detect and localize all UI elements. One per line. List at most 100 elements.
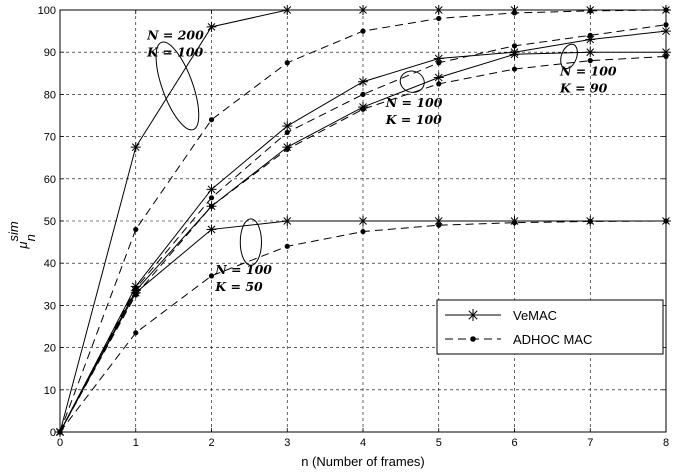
annotation-label: K = 100 [146, 45, 203, 60]
x-tick-label: 3 [284, 437, 290, 449]
annotation-label: K = 100 [385, 112, 442, 127]
y-tick-label: 50 [44, 216, 56, 228]
dot-marker [511, 43, 518, 49]
dot-marker [133, 330, 139, 336]
series-line [59, 24, 667, 433]
annotation: N = 100 K = 90 [559, 43, 617, 95]
annotation: N = 200 K = 100 [146, 28, 204, 131]
star-stroke [434, 54, 443, 63]
y-tick-label: 80 [44, 89, 56, 101]
annotation-ellipse [560, 43, 578, 70]
dot-marker [284, 146, 290, 152]
star-marker [358, 76, 368, 87]
star-stroke [131, 143, 140, 152]
star-stroke [359, 77, 367, 86]
dot-marker [284, 60, 290, 66]
star-marker [358, 216, 368, 226]
star-marker [467, 309, 479, 321]
dot-marker [511, 10, 518, 16]
y-axis-label-sub: n [23, 234, 38, 241]
legend: VeMAC ADHOC MAC [436, 299, 664, 355]
star-stroke [207, 22, 216, 31]
legend-item: ADHOC MAC [445, 332, 592, 347]
x-tick-label: 2 [208, 437, 214, 449]
x-tick-label: 7 [587, 437, 593, 449]
star-stroke [283, 122, 292, 130]
dot-marker [284, 129, 290, 135]
annotation-label: N = 200 [146, 28, 204, 43]
dot-marker [208, 203, 215, 209]
star-marker [206, 224, 217, 235]
legend-label: VeMAC [513, 308, 557, 323]
y-tick-label: 30 [44, 300, 56, 312]
star-stroke [207, 185, 216, 194]
dot-marker [436, 81, 442, 87]
star-marker [206, 21, 217, 32]
dot-marker [511, 66, 518, 72]
dot-marker [208, 117, 215, 123]
annotation-label: N = 100 [559, 63, 617, 78]
y-tick-label: 20 [44, 343, 56, 355]
annotation-ellipse [399, 70, 425, 93]
annotation: N = 100 K = 100 [385, 70, 443, 127]
dot-marker [360, 91, 366, 97]
dot-marker [360, 228, 366, 235]
plot-frame [59, 9, 667, 433]
annotation-label: K = 50 [214, 279, 263, 294]
star-stroke [283, 217, 292, 225]
star-marker [206, 184, 217, 195]
star-marker [282, 121, 293, 132]
y-tick-label: 100 [38, 5, 56, 17]
dot-marker [436, 15, 442, 22]
dot-marker [511, 220, 518, 226]
star-stroke [434, 73, 443, 82]
star-stroke [510, 50, 519, 59]
annotation-ellipse [239, 218, 262, 266]
y-axis-label-base: μ [15, 242, 30, 250]
y-tick-label: 10 [44, 385, 56, 397]
y-tick-label: 40 [44, 258, 56, 270]
y-tick-label: 0 [50, 427, 56, 439]
star-stroke [359, 217, 367, 225]
series-line [59, 55, 667, 433]
star-stroke [434, 217, 443, 225]
dot-marker [284, 243, 290, 249]
dot-marker [436, 222, 442, 228]
dot-marker [587, 218, 593, 225]
dot-marker [208, 273, 215, 279]
legend-box [436, 299, 664, 355]
star-stroke [586, 35, 595, 44]
star-marker [282, 216, 293, 226]
star-marker [433, 72, 444, 83]
star-stroke [207, 225, 216, 234]
dot-marker [587, 8, 593, 14]
x-tick-label: 5 [436, 437, 442, 449]
dot-marker [208, 195, 215, 201]
star-stroke [586, 48, 595, 57]
legend-item: VeMAC [445, 308, 557, 323]
y-tick-label: 70 [44, 132, 56, 144]
y-tick-label: 60 [44, 174, 56, 186]
star-marker [130, 287, 141, 298]
star-stroke [131, 288, 140, 297]
star-marker [585, 47, 596, 58]
y-axis-label: μsim n [6, 221, 38, 250]
dot-marker [436, 60, 442, 66]
y-axis-label-sup: sim [6, 221, 21, 241]
legend-label: ADHOC MAC [513, 332, 592, 347]
star-marker [130, 142, 141, 153]
y-tick-label: 90 [44, 47, 56, 59]
dot-marker [360, 28, 366, 34]
annotation: N = 100 K = 50 [214, 218, 272, 294]
dot-marker [587, 58, 593, 64]
x-tick-label: 8 [663, 437, 669, 449]
annotation-ellipse [155, 41, 200, 131]
x-tick-label: 0 [57, 437, 63, 449]
dot-marker [360, 106, 366, 112]
legend-marker [470, 336, 476, 342]
x-tick-label: 6 [511, 437, 517, 449]
annotation-label: N = 100 [214, 262, 272, 277]
star-stroke [468, 310, 478, 320]
star-marker [509, 49, 520, 60]
